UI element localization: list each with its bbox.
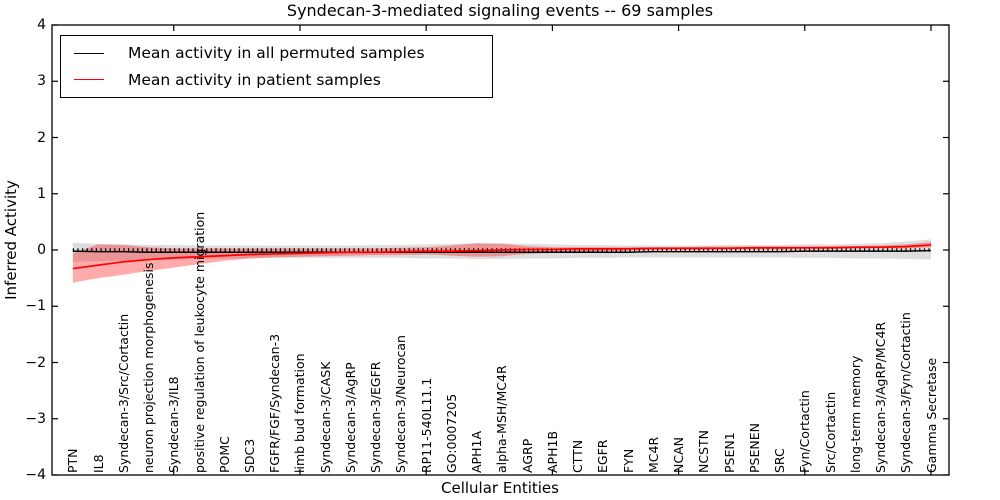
legend-line-sample-red [74, 79, 104, 81]
chart-title: Syndecan-3-mediated signaling events -- … [286, 1, 714, 20]
legend-label-permuted: Mean activity in all permuted samples [128, 44, 425, 63]
legend: Mean activity in all permuted samples Me… [60, 35, 493, 98]
legend-entry-patient: Mean activity in patient samples [74, 71, 492, 89]
legend-label-patient: Mean activity in patient samples [128, 70, 381, 89]
permuted-mean-line [72, 249, 932, 253]
legend-entry-permuted: Mean activity in all permuted samples [74, 44, 492, 62]
patient-mean-line [72, 244, 932, 270]
legend-line-sample-black [74, 52, 104, 54]
